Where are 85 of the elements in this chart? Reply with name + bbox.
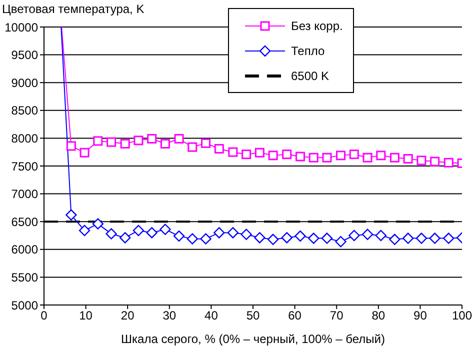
- y-tick-label: 6000: [11, 242, 38, 257]
- y-tick-label: 8000: [11, 131, 38, 146]
- point: [308, 232, 320, 244]
- point: [200, 233, 212, 244]
- point: [146, 227, 158, 238]
- point: [227, 227, 239, 238]
- point: [92, 218, 104, 230]
- point: [295, 152, 305, 162]
- point: [66, 209, 77, 221]
- point: [335, 236, 346, 248]
- point: [214, 227, 225, 238]
- point: [282, 150, 292, 160]
- legend-label: 6500 K: [291, 68, 330, 82]
- point: [201, 138, 211, 148]
- x-tick-label: 40: [204, 308, 218, 323]
- point: [134, 136, 144, 146]
- point: [308, 152, 318, 162]
- x-tick-label: 80: [372, 308, 386, 323]
- legend-label: Тепло: [291, 44, 325, 58]
- point: [416, 156, 426, 166]
- point: [362, 152, 372, 162]
- y-tick-label: 5000: [11, 298, 38, 312]
- point: [416, 232, 428, 244]
- x-tick-label: 50: [246, 308, 260, 323]
- point: [321, 232, 333, 244]
- point: [444, 158, 454, 168]
- point: [430, 156, 440, 166]
- point: [348, 230, 360, 242]
- point: [66, 141, 76, 151]
- point: [174, 134, 184, 144]
- x-tick-label: 0: [40, 308, 48, 323]
- y-tick-label: 9500: [11, 48, 38, 62]
- point: [186, 233, 198, 244]
- point: [375, 230, 387, 242]
- point: [281, 232, 292, 244]
- y-tick-label: 7000: [11, 187, 38, 202]
- point: [147, 134, 157, 144]
- point: [119, 232, 131, 244]
- point: [294, 230, 306, 242]
- point: [160, 139, 170, 149]
- point: [160, 224, 171, 235]
- point: [78, 224, 90, 236]
- x-tick-label: 30: [162, 308, 176, 323]
- point: [268, 150, 278, 160]
- point: [93, 136, 103, 146]
- point: [228, 147, 238, 157]
- point: [362, 228, 374, 240]
- point: [173, 230, 185, 242]
- point: [254, 148, 264, 158]
- point: [214, 144, 224, 154]
- x-tick-label: 20: [120, 308, 135, 323]
- x-tick-label: 10: [79, 308, 93, 323]
- point: [242, 150, 252, 160]
- point: [120, 139, 130, 149]
- y-tick-label: 6500: [11, 214, 38, 229]
- y-tick-label: 10000: [4, 20, 38, 34]
- x-tick-label: 90: [414, 308, 428, 323]
- y-tick-label: 5500: [11, 270, 38, 284]
- point: [132, 224, 144, 236]
- point: [443, 232, 454, 244]
- point: [106, 228, 117, 240]
- point: [80, 148, 90, 158]
- point: [188, 142, 198, 152]
- point: [267, 234, 279, 245]
- y-axis-title: Цветовая температура, K: [2, 2, 144, 16]
- point: [240, 228, 252, 240]
- point: [390, 152, 400, 162]
- x-tick-label: 100: [452, 308, 472, 323]
- legend-label: Без корр.: [291, 18, 343, 32]
- point: [336, 150, 346, 160]
- y-tick-label: 8500: [11, 104, 38, 118]
- point: [429, 232, 440, 244]
- x-tick-label: 70: [330, 308, 344, 323]
- point: [403, 154, 413, 164]
- point: [389, 234, 400, 245]
- x-axis-title: Шкала серого, % (0% – черный, 100% – белый): [121, 332, 385, 346]
- point: [106, 137, 116, 147]
- point: [402, 232, 414, 244]
- point: [254, 232, 266, 244]
- point: [322, 152, 332, 162]
- point: [349, 150, 359, 160]
- y-tick-label: 9000: [11, 76, 38, 90]
- point: [376, 150, 386, 160]
- y-tick-label: 7500: [11, 159, 38, 174]
- x-tick-label: 60: [288, 308, 302, 323]
